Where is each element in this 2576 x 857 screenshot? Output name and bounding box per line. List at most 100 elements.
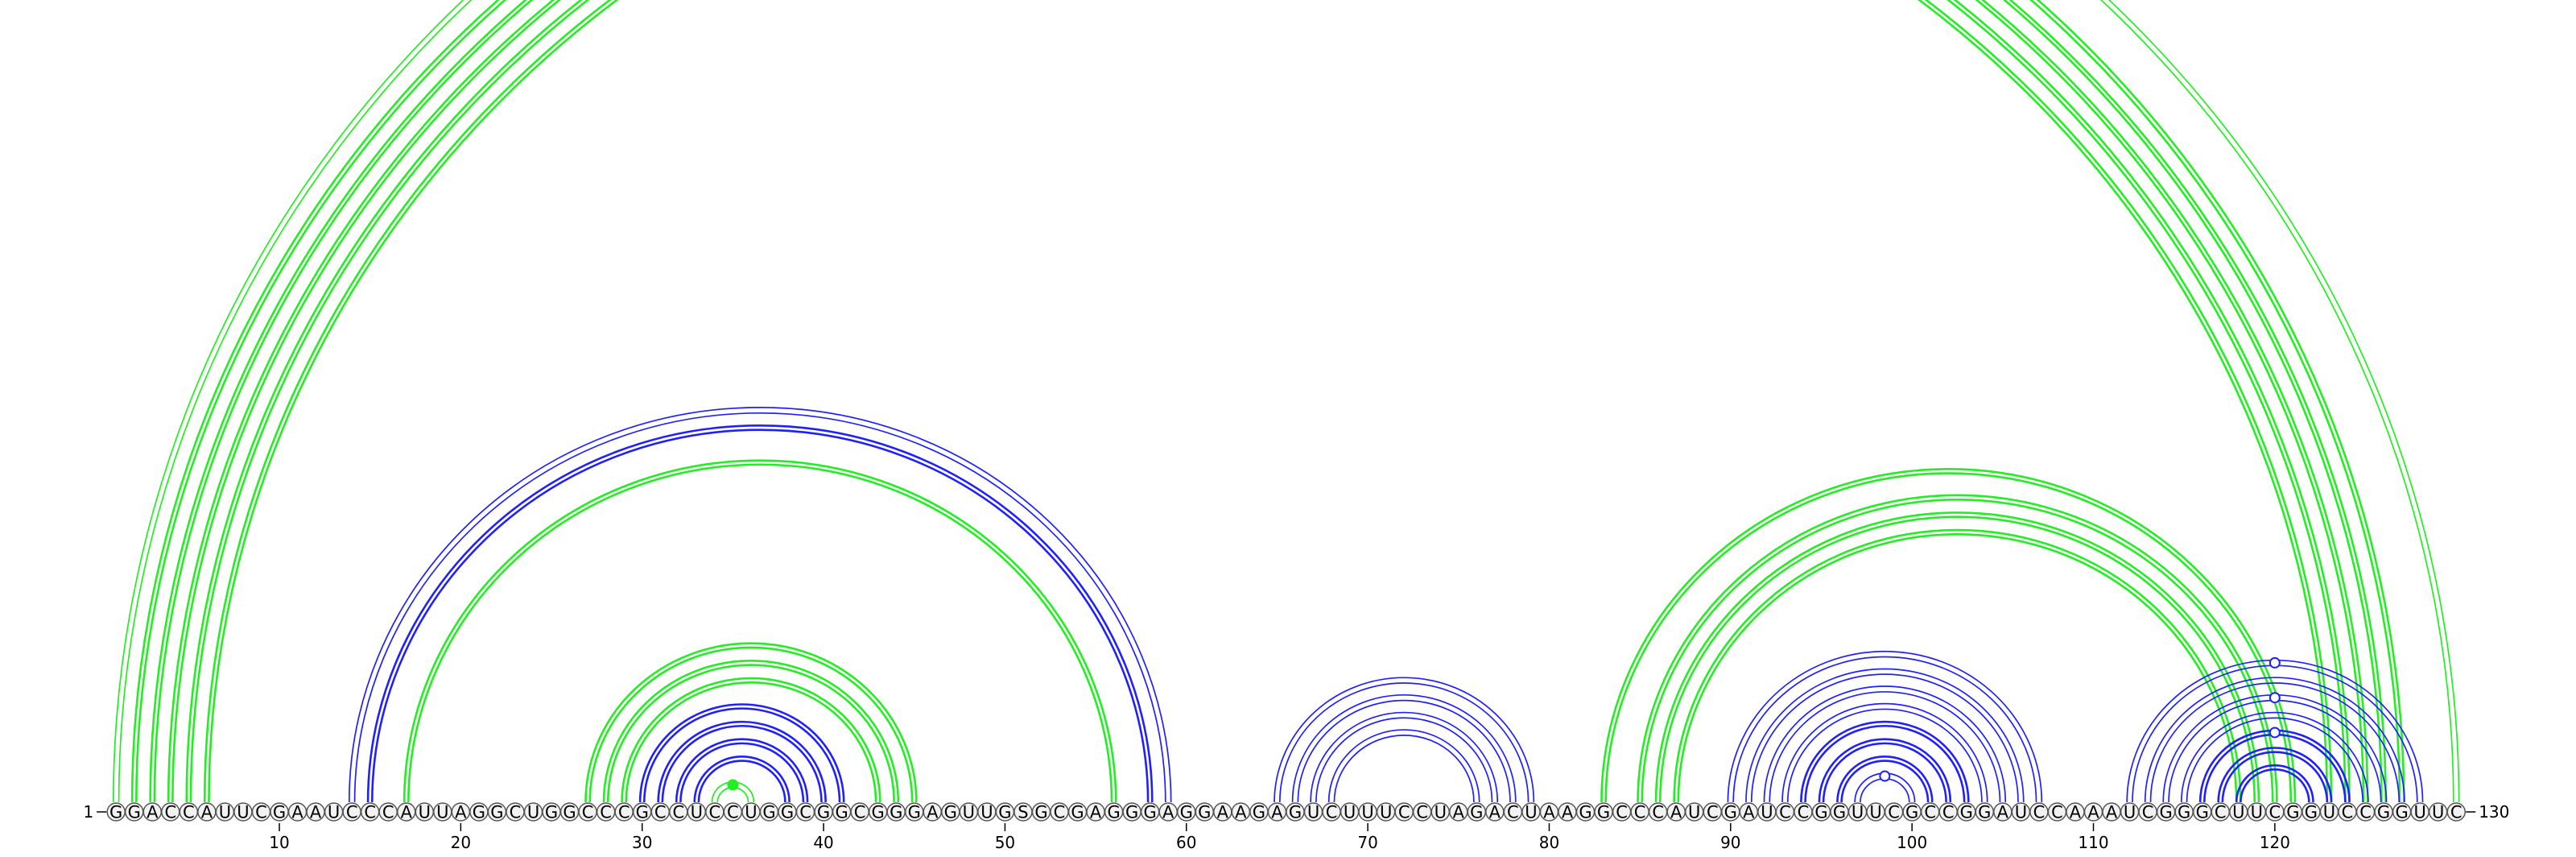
arc-green-87-118-outer <box>1673 528 2242 803</box>
nucleotide-letter: C <box>2142 803 2154 822</box>
nucleotide: A <box>1666 802 1686 822</box>
nucleotide-letter: U <box>237 803 249 822</box>
nucleotide: G <box>469 802 489 822</box>
tick-label: 120 <box>2260 833 2290 852</box>
nucleotide-letter: G <box>2286 803 2299 822</box>
nucleotide: U <box>1757 802 1777 822</box>
nucleotide-letter: G <box>1470 803 1483 822</box>
nucleotide: U <box>1521 802 1541 822</box>
nucleotide-letter: A <box>1670 803 1682 822</box>
nucleotide: U <box>2319 802 2339 822</box>
nucleotide: U <box>2120 802 2140 822</box>
nucleotide-letter: G <box>1253 803 1265 822</box>
nucleotide: U <box>1376 802 1396 822</box>
nucleotide: G <box>1975 802 1995 822</box>
nucleotide-letter: G <box>545 803 558 822</box>
nucleotide: A <box>1158 802 1178 822</box>
nucleotide-letter: A <box>2087 803 2099 822</box>
nucleotide-letter: G <box>1814 803 1827 822</box>
nucleotide-letter: G <box>109 803 122 822</box>
nucleotide-letter: A <box>1453 803 1465 822</box>
nucleotide: A <box>142 802 163 822</box>
nucleotide-letter: G <box>2196 803 2209 822</box>
nucleotide-letter: A <box>147 803 159 822</box>
nucleotide-letter: C <box>1054 803 1066 822</box>
nucleotide-letter: A <box>1090 803 1102 822</box>
arc-blue-94-103-outer <box>1800 720 1970 803</box>
nucleotide-letter: A <box>1997 803 2009 822</box>
nucleotide-letter: C <box>1398 803 1410 822</box>
nucleotide-letter: G <box>817 803 830 822</box>
arc-blue-115-125-inner <box>2186 717 2363 803</box>
arc-blue-96-101-outer <box>1836 756 1934 803</box>
nucleotide: A <box>306 802 325 822</box>
arc-green-29-43-outer <box>621 677 881 803</box>
arc-green-86-119-inner <box>1658 515 2256 803</box>
nucleotide-letter: U <box>2323 803 2335 822</box>
nucleotide-letter: C <box>672 803 684 822</box>
nucleotide: S <box>1013 802 1033 822</box>
nucleotide: U <box>2229 802 2248 822</box>
nucleotide-letter: G <box>473 803 485 822</box>
nucleotide-letter: U <box>1869 803 1881 822</box>
nucleotide: U <box>1430 802 1451 822</box>
tick-label: 100 <box>1897 833 1927 852</box>
arc-blue-65-79-outer <box>1274 677 1535 803</box>
nucleotide: A <box>2102 802 2121 822</box>
nucleotide-letter: A <box>2106 803 2118 822</box>
nucleotide: C <box>1775 802 1795 822</box>
sequence-start-label: 1 <box>83 802 93 822</box>
nucleotide-letter: U <box>1761 803 1773 822</box>
nucleotide: G <box>995 802 1015 822</box>
nucleotide-letter: U <box>219 803 231 822</box>
nucleotide-letter: G <box>1833 803 1846 822</box>
arc-green-6-123-inner <box>208 0 2326 802</box>
nucleotide-letter: C <box>1652 803 1664 822</box>
nucleotide: G <box>1467 802 1487 822</box>
nucleotide: G <box>1721 802 1740 822</box>
nucleotide: C <box>360 802 380 822</box>
nucleotide: A <box>923 802 943 822</box>
nucleotide-letter: C <box>1326 803 1338 822</box>
nucleotide-letter: U <box>328 803 340 822</box>
arc-green-27-45-outer <box>584 642 918 803</box>
nucleotide-letter: A <box>310 803 322 822</box>
nucleotide-letter: A <box>927 803 939 822</box>
markers-layer <box>727 656 2281 791</box>
nucleotide-letter: C <box>1416 803 1428 822</box>
nucleotide-letter: U <box>2413 803 2425 822</box>
nucleotide: C <box>2338 802 2357 822</box>
nucleotide: U <box>741 802 761 822</box>
arc-blue-117-123-inner <box>2221 751 2329 803</box>
filled-marker-green-34-36 <box>727 779 739 791</box>
nucleotide: A <box>1086 802 1105 822</box>
nucleotide: C <box>2029 802 2049 822</box>
arc-blue-32-39-outer <box>675 738 809 803</box>
nucleotide: G <box>1594 802 1613 822</box>
nucleotide: G <box>2283 802 2303 822</box>
nucleotide-letter: A <box>1743 803 1755 822</box>
nucleotide-letter: C <box>183 803 195 822</box>
arc-blue-66-78-outer <box>1291 694 1517 803</box>
nucleotide: U <box>1866 802 1885 822</box>
arc-green-83-121-outer <box>1600 468 2297 803</box>
nucleotide: U <box>959 802 979 822</box>
nucleotide-letter: U <box>2124 803 2136 822</box>
tick-label: 20 <box>451 833 471 852</box>
nucleotide-letter: A <box>1217 803 1229 822</box>
arc-blue-31-40-outer <box>657 720 827 803</box>
arc-blue-30-41-outer <box>638 703 845 803</box>
arc-green-86-119-outer <box>1654 511 2260 803</box>
nucleotide: G <box>1104 802 1124 822</box>
nucleotide: U <box>215 802 235 822</box>
nucleotide-letter: C <box>2269 803 2281 822</box>
nucleotide: G <box>542 802 561 822</box>
nucleotide: U <box>1340 802 1360 822</box>
nucleotide-letter: C <box>1942 803 1955 822</box>
nucleotide-letter: C <box>709 803 721 822</box>
nucleotide: G <box>886 802 906 822</box>
arc-blue-92-105-inner <box>1769 690 2001 803</box>
nucleotide: U <box>2247 802 2267 822</box>
nucleotide-letter: U <box>2432 803 2444 822</box>
arc-blue-115-125-outer <box>2180 711 2369 803</box>
